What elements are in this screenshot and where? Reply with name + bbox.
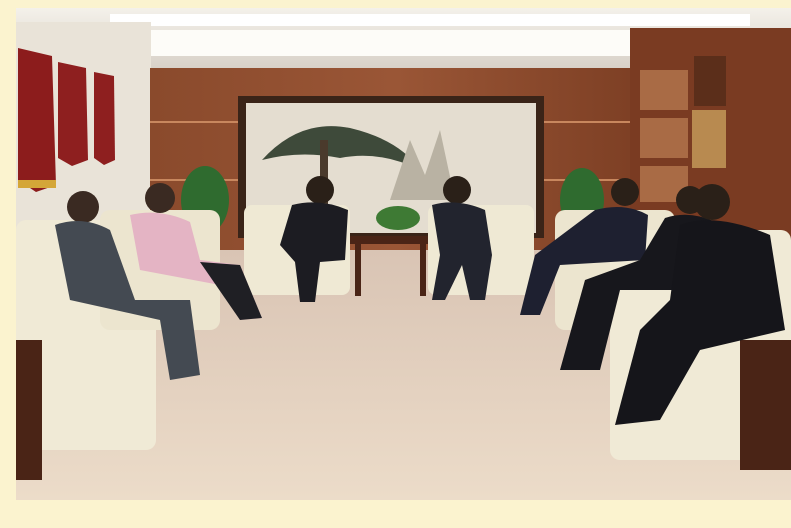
person [615,184,785,425]
ceiling-light [140,30,700,56]
mountain [390,130,455,200]
plaque [694,56,726,106]
frame-top [0,0,791,8]
side-table [740,340,791,470]
person [130,183,262,320]
banner [18,48,56,192]
banner [58,62,88,166]
flowers [376,206,420,230]
person [520,178,648,315]
shelf [640,70,688,110]
person [432,176,492,300]
shelf [640,118,688,158]
pine-tree [262,126,420,170]
table-leg [355,244,361,296]
frame-bottom [0,500,791,528]
plaque [692,110,726,168]
side-table [16,340,42,480]
banner [94,72,115,165]
ceiling-light [110,14,750,26]
banner-fringe [18,180,56,188]
table-leg [420,244,426,296]
pine-trunk [320,140,328,210]
frame-left [0,0,16,528]
person [55,191,200,380]
person [280,176,348,302]
table [350,236,430,244]
